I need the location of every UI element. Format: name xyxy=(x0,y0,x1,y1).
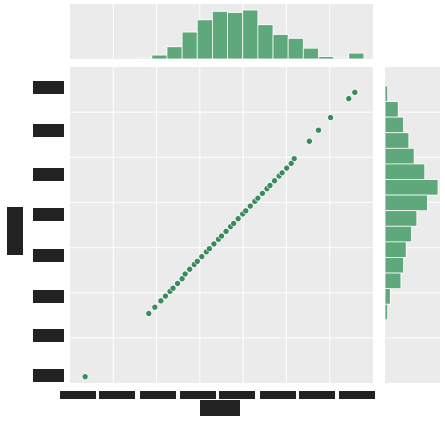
scatter-point xyxy=(206,245,213,252)
x-tick-label xyxy=(140,391,176,399)
right-histogram-bar xyxy=(384,288,391,305)
main-panel-background xyxy=(70,67,373,383)
top-histogram-bar xyxy=(287,38,304,60)
scatter-point xyxy=(254,194,262,202)
top-marginal-histogram xyxy=(136,9,365,60)
scatter-point xyxy=(178,275,186,283)
right-histogram-bar xyxy=(384,101,399,118)
scatter-point xyxy=(181,270,189,278)
top-histogram-bar xyxy=(136,57,153,60)
right-histogram-bar xyxy=(384,257,404,274)
scatter-point xyxy=(162,292,169,300)
scatter-point xyxy=(198,253,206,260)
scatter-point xyxy=(242,207,250,215)
y-tick-label xyxy=(33,168,64,181)
scatter-point xyxy=(327,114,334,121)
scatter-point xyxy=(218,232,225,240)
top-histogram-bar xyxy=(302,47,319,60)
scatter-point xyxy=(278,169,286,177)
scatter-point xyxy=(351,88,359,96)
right-histogram-bar xyxy=(384,303,389,321)
scatter-point xyxy=(222,228,230,235)
scatter-point xyxy=(306,137,313,145)
scatter-point xyxy=(290,155,298,162)
scatter-point xyxy=(259,190,266,197)
top-histogram-bar xyxy=(318,56,335,60)
x-axis-label xyxy=(200,400,240,416)
scatter-point xyxy=(210,240,218,248)
x-tick-label xyxy=(339,391,375,399)
x-tick-label xyxy=(260,391,296,399)
right-histogram-bar xyxy=(384,272,402,290)
scatter-point xyxy=(169,284,177,292)
scatter-point xyxy=(266,182,274,189)
scatter-point xyxy=(174,280,181,287)
x-tick-label xyxy=(99,391,135,399)
top-histogram-bar xyxy=(257,24,274,60)
scatter-point xyxy=(230,220,237,227)
top-histogram-bar xyxy=(272,34,289,60)
x-tick-label xyxy=(60,391,96,399)
y-axis-label xyxy=(7,207,23,255)
scatter-point xyxy=(81,373,89,380)
scatter-point xyxy=(151,303,159,311)
top-histogram-bar xyxy=(196,19,213,60)
x-tick-label xyxy=(299,391,335,399)
y-tick-label xyxy=(33,81,64,94)
top-histogram-bar xyxy=(212,11,228,60)
scatter-point xyxy=(186,265,193,273)
top-histogram-bar xyxy=(333,57,350,60)
axis-tick-labels xyxy=(7,81,375,416)
scatter-plot-area xyxy=(81,88,359,380)
scatter-point xyxy=(287,160,295,167)
right-histogram-bar xyxy=(384,163,426,180)
scatter-point xyxy=(246,202,254,210)
right-histogram-bar xyxy=(384,194,428,212)
scatter-point xyxy=(193,258,201,265)
top-histogram-bar xyxy=(151,54,168,60)
y-tick-label xyxy=(33,124,64,137)
scatter-point xyxy=(145,310,153,317)
scatter-point xyxy=(283,164,290,172)
top-histogram-bar xyxy=(227,12,244,60)
right-histogram-bar xyxy=(384,241,407,258)
right-histogram-bar xyxy=(384,147,415,165)
scatter-point xyxy=(157,297,165,305)
x-tick-label xyxy=(180,391,216,399)
top-histogram-bar xyxy=(166,46,183,60)
scatter-point xyxy=(234,215,242,222)
top-histogram-bar xyxy=(242,9,259,60)
top-histogram-bar xyxy=(348,52,365,60)
y-tick-label xyxy=(33,290,64,303)
y-tick-label xyxy=(33,329,64,342)
right-marginal-histogram xyxy=(384,85,439,321)
right-histogram-bar xyxy=(384,210,418,227)
y-tick-label xyxy=(33,249,64,262)
scatter-point xyxy=(345,95,353,102)
top-histogram-bar xyxy=(181,31,198,60)
scatter-point xyxy=(271,177,278,185)
x-tick-label xyxy=(219,391,255,399)
right-histogram-bar xyxy=(384,225,412,243)
y-tick-label xyxy=(33,208,64,221)
right-histogram-bar xyxy=(384,85,389,102)
right-histogram-bar xyxy=(384,116,404,134)
y-tick-label xyxy=(33,369,64,382)
right-histogram-bar xyxy=(384,132,410,149)
right-histogram-bar xyxy=(384,179,439,196)
scatter-point xyxy=(315,126,322,134)
